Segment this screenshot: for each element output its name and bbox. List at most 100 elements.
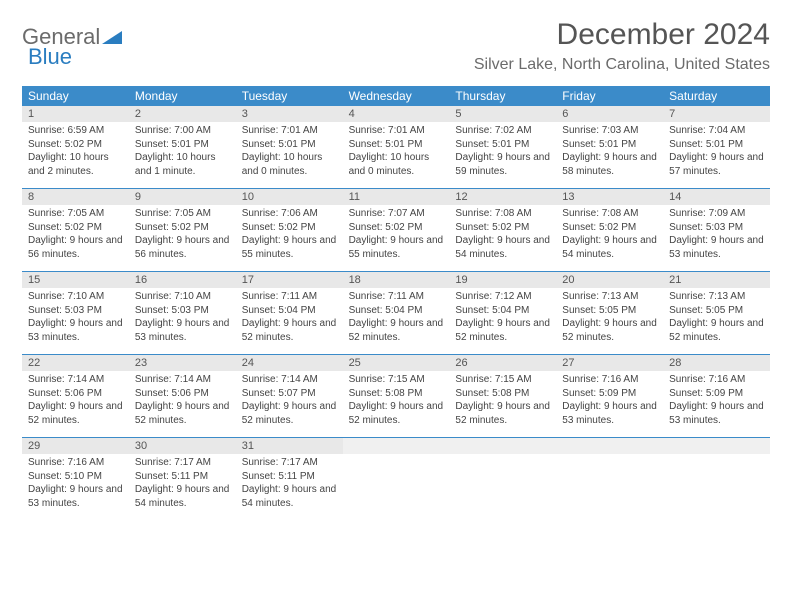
day-cell: 18Sunrise: 7:11 AMSunset: 5:04 PMDayligh…	[343, 272, 450, 354]
weekday-header: Monday	[129, 86, 236, 106]
date-number: 14	[663, 189, 770, 205]
daylight-text: Daylight: 9 hours and 56 minutes.	[135, 234, 230, 261]
sunset-text: Sunset: 5:09 PM	[562, 387, 657, 401]
daylight-text: Daylight: 9 hours and 53 minutes.	[135, 317, 230, 344]
daylight-text: Daylight: 9 hours and 52 minutes.	[242, 317, 337, 344]
day-details: Sunrise: 7:00 AMSunset: 5:01 PMDaylight:…	[129, 122, 236, 182]
week-row: 15Sunrise: 7:10 AMSunset: 5:03 PMDayligh…	[22, 271, 770, 354]
sunrise-text: Sunrise: 7:08 AM	[455, 207, 550, 221]
day-cell: 8Sunrise: 7:05 AMSunset: 5:02 PMDaylight…	[22, 189, 129, 271]
date-number: 30	[129, 438, 236, 454]
date-number: 29	[22, 438, 129, 454]
date-number: 11	[343, 189, 450, 205]
day-details: Sunrise: 7:05 AMSunset: 5:02 PMDaylight:…	[129, 205, 236, 265]
sunset-text: Sunset: 5:01 PM	[455, 138, 550, 152]
day-details: Sunrise: 7:01 AMSunset: 5:01 PMDaylight:…	[236, 122, 343, 182]
day-cell: 15Sunrise: 7:10 AMSunset: 5:03 PMDayligh…	[22, 272, 129, 354]
day-cell: 31Sunrise: 7:17 AMSunset: 5:11 PMDayligh…	[236, 438, 343, 520]
daylight-text: Daylight: 9 hours and 52 minutes.	[242, 400, 337, 427]
day-cell: 11Sunrise: 7:07 AMSunset: 5:02 PMDayligh…	[343, 189, 450, 271]
sunrise-text: Sunrise: 7:17 AM	[242, 456, 337, 470]
logo-triangle-icon	[102, 24, 122, 50]
day-cell: 10Sunrise: 7:06 AMSunset: 5:02 PMDayligh…	[236, 189, 343, 271]
daylight-text: Daylight: 9 hours and 54 minutes.	[135, 483, 230, 510]
sunset-text: Sunset: 5:01 PM	[242, 138, 337, 152]
sunset-text: Sunset: 5:06 PM	[28, 387, 123, 401]
day-cell: 22Sunrise: 7:14 AMSunset: 5:06 PMDayligh…	[22, 355, 129, 437]
sunrise-text: Sunrise: 7:10 AM	[28, 290, 123, 304]
day-details: Sunrise: 7:16 AMSunset: 5:09 PMDaylight:…	[556, 371, 663, 431]
day-cell: 17Sunrise: 7:11 AMSunset: 5:04 PMDayligh…	[236, 272, 343, 354]
day-details: Sunrise: 7:08 AMSunset: 5:02 PMDaylight:…	[449, 205, 556, 265]
sunrise-text: Sunrise: 7:14 AM	[242, 373, 337, 387]
weeks-container: 1Sunrise: 6:59 AMSunset: 5:02 PMDaylight…	[22, 106, 770, 520]
day-details: Sunrise: 7:03 AMSunset: 5:01 PMDaylight:…	[556, 122, 663, 182]
date-number: 2	[129, 106, 236, 122]
sunrise-text: Sunrise: 7:17 AM	[135, 456, 230, 470]
day-cell: 25Sunrise: 7:15 AMSunset: 5:08 PMDayligh…	[343, 355, 450, 437]
sunrise-text: Sunrise: 7:09 AM	[669, 207, 764, 221]
location-text: Silver Lake, North Carolina, United Stat…	[474, 56, 770, 74]
daylight-text: Daylight: 9 hours and 53 minutes.	[28, 483, 123, 510]
day-details: Sunrise: 7:17 AMSunset: 5:11 PMDaylight:…	[129, 454, 236, 514]
calendar: SundayMondayTuesdayWednesdayThursdayFrid…	[22, 86, 770, 520]
day-cell: 14Sunrise: 7:09 AMSunset: 5:03 PMDayligh…	[663, 189, 770, 271]
sunset-text: Sunset: 5:01 PM	[562, 138, 657, 152]
day-cell: 3Sunrise: 7:01 AMSunset: 5:01 PMDaylight…	[236, 106, 343, 188]
daylight-text: Daylight: 9 hours and 52 minutes.	[349, 400, 444, 427]
date-number: 22	[22, 355, 129, 371]
day-details: Sunrise: 7:10 AMSunset: 5:03 PMDaylight:…	[129, 288, 236, 348]
sunrise-text: Sunrise: 7:15 AM	[349, 373, 444, 387]
date-number: 16	[129, 272, 236, 288]
sunset-text: Sunset: 5:01 PM	[135, 138, 230, 152]
day-cell: 23Sunrise: 7:14 AMSunset: 5:06 PMDayligh…	[129, 355, 236, 437]
date-number: 28	[663, 355, 770, 371]
day-cell: 12Sunrise: 7:08 AMSunset: 5:02 PMDayligh…	[449, 189, 556, 271]
sunrise-text: Sunrise: 7:13 AM	[562, 290, 657, 304]
sunset-text: Sunset: 5:06 PM	[135, 387, 230, 401]
weekday-header: Thursday	[449, 86, 556, 106]
day-cell: 30Sunrise: 7:17 AMSunset: 5:11 PMDayligh…	[129, 438, 236, 520]
date-number: 6	[556, 106, 663, 122]
day-details: Sunrise: 7:14 AMSunset: 5:07 PMDaylight:…	[236, 371, 343, 431]
daylight-text: Daylight: 9 hours and 52 minutes.	[455, 317, 550, 344]
sunset-text: Sunset: 5:11 PM	[135, 470, 230, 484]
daylight-text: Daylight: 9 hours and 53 minutes.	[28, 317, 123, 344]
daylight-text: Daylight: 9 hours and 56 minutes.	[28, 234, 123, 261]
title-block: December 2024 Silver Lake, North Carolin…	[474, 18, 770, 74]
sunrise-text: Sunrise: 7:05 AM	[28, 207, 123, 221]
date-number: 20	[556, 272, 663, 288]
day-details: Sunrise: 7:11 AMSunset: 5:04 PMDaylight:…	[343, 288, 450, 348]
sunset-text: Sunset: 5:05 PM	[669, 304, 764, 318]
daylight-text: Daylight: 9 hours and 59 minutes.	[455, 151, 550, 178]
daylight-text: Daylight: 9 hours and 54 minutes.	[242, 483, 337, 510]
sunrise-text: Sunrise: 7:01 AM	[242, 124, 337, 138]
sunset-text: Sunset: 5:05 PM	[562, 304, 657, 318]
day-cell: 7Sunrise: 7:04 AMSunset: 5:01 PMDaylight…	[663, 106, 770, 188]
sunset-text: Sunset: 5:08 PM	[349, 387, 444, 401]
date-number	[449, 438, 556, 454]
sunrise-text: Sunrise: 7:11 AM	[349, 290, 444, 304]
sunrise-text: Sunrise: 7:08 AM	[562, 207, 657, 221]
date-number	[343, 438, 450, 454]
daylight-text: Daylight: 9 hours and 52 minutes.	[135, 400, 230, 427]
day-details: Sunrise: 7:10 AMSunset: 5:03 PMDaylight:…	[22, 288, 129, 348]
daylight-text: Daylight: 9 hours and 55 minutes.	[349, 234, 444, 261]
sunrise-text: Sunrise: 7:04 AM	[669, 124, 764, 138]
sunset-text: Sunset: 5:08 PM	[455, 387, 550, 401]
day-details: Sunrise: 7:16 AMSunset: 5:10 PMDaylight:…	[22, 454, 129, 514]
sunset-text: Sunset: 5:02 PM	[349, 221, 444, 235]
date-number	[556, 438, 663, 454]
daylight-text: Daylight: 9 hours and 54 minutes.	[455, 234, 550, 261]
day-details: Sunrise: 7:16 AMSunset: 5:09 PMDaylight:…	[663, 371, 770, 431]
sunset-text: Sunset: 5:04 PM	[242, 304, 337, 318]
date-number: 31	[236, 438, 343, 454]
sunset-text: Sunset: 5:02 PM	[135, 221, 230, 235]
day-details: Sunrise: 7:02 AMSunset: 5:01 PMDaylight:…	[449, 122, 556, 182]
day-cell: 28Sunrise: 7:16 AMSunset: 5:09 PMDayligh…	[663, 355, 770, 437]
day-details: Sunrise: 7:11 AMSunset: 5:04 PMDaylight:…	[236, 288, 343, 348]
daylight-text: Daylight: 9 hours and 53 minutes.	[562, 400, 657, 427]
week-row: 8Sunrise: 7:05 AMSunset: 5:02 PMDaylight…	[22, 188, 770, 271]
daylight-text: Daylight: 9 hours and 53 minutes.	[669, 400, 764, 427]
sunset-text: Sunset: 5:03 PM	[669, 221, 764, 235]
